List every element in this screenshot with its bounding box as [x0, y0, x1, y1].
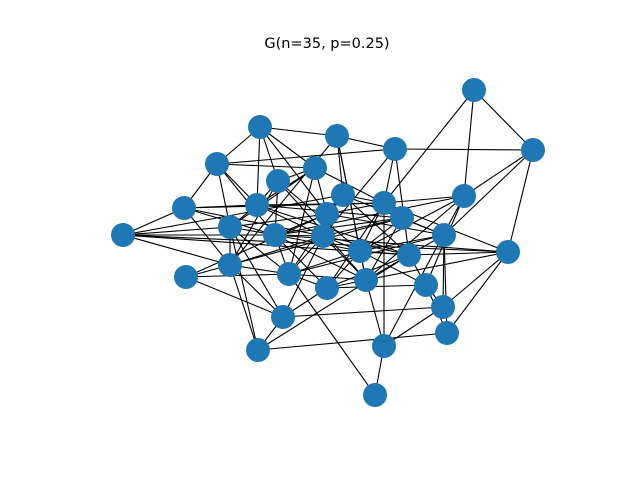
graph-node: [452, 184, 476, 208]
graph-edge: [288, 167, 316, 275]
graph-node: [218, 253, 242, 277]
graph-node: [315, 276, 339, 300]
graph-node: [172, 196, 196, 220]
graph-node: [303, 156, 327, 180]
graph-node: [331, 183, 355, 207]
graph-node: [354, 268, 378, 292]
graph-node: [325, 124, 349, 148]
graph-node: [218, 215, 242, 239]
graph-edge: [259, 126, 338, 137]
graph-node: [432, 223, 456, 247]
graph-node: [383, 137, 407, 161]
graph-edge: [383, 89, 475, 204]
graph-edge: [183, 207, 231, 266]
graph-edge: [229, 226, 259, 351]
graph-edge: [359, 250, 427, 286]
graph-node: [462, 78, 486, 102]
graph-edge: [473, 89, 534, 151]
graph-node: [431, 295, 455, 319]
graph-node: [311, 224, 335, 248]
graph-edge: [185, 213, 328, 278]
graph-edge: [257, 332, 448, 351]
graph-node: [271, 305, 295, 329]
graph-edge: [229, 167, 316, 228]
graph-nodes: [111, 78, 545, 407]
graph-edge: [408, 251, 509, 256]
graph-node: [205, 152, 229, 176]
graph-edge: [185, 276, 284, 318]
graph-edge: [257, 254, 410, 351]
graph-edge: [288, 273, 376, 396]
graph-edge: [365, 251, 509, 281]
graph-node: [372, 334, 396, 358]
graph-node: [245, 193, 269, 217]
graph-edge: [185, 273, 290, 278]
graph-edge: [229, 180, 279, 266]
graph-edge: [383, 195, 465, 204]
graph-edge: [229, 213, 328, 228]
graph-node: [390, 206, 414, 230]
graph-edge: [463, 89, 475, 197]
graph-edge: [216, 148, 396, 165]
graph-edge: [282, 235, 324, 318]
graph-edge: [442, 251, 509, 308]
graph-node: [348, 239, 372, 263]
graph-edge: [282, 306, 444, 318]
graph-edge: [383, 195, 465, 347]
graph-edge: [216, 163, 316, 169]
graph-node: [414, 273, 438, 297]
graph-edge: [122, 194, 344, 236]
graph-node: [246, 338, 270, 362]
graph-edge: [122, 234, 231, 266]
graph-edge: [274, 195, 465, 236]
graph-node: [496, 240, 520, 264]
graph-node: [435, 321, 459, 345]
graph-node: [315, 202, 339, 226]
graph-node: [372, 191, 396, 215]
graph-edge: [394, 148, 410, 256]
graph-edge: [122, 226, 231, 236]
graph-edge: [446, 251, 509, 334]
graph-edge: [274, 234, 328, 289]
graph-edge: [394, 148, 534, 151]
graph-node: [363, 383, 387, 407]
graph-edge: [326, 213, 445, 236]
graph-edge: [322, 217, 403, 237]
graph-edge: [274, 217, 403, 236]
graph-edge: [229, 226, 290, 275]
graph-edge: [326, 284, 427, 289]
graph-node: [521, 138, 545, 162]
graph-node: [174, 265, 198, 289]
graph-node: [397, 243, 421, 267]
figure-title: G(n=35, p=0.25): [264, 36, 389, 52]
graph-edge: [274, 234, 367, 281]
graph-edge: [288, 250, 361, 275]
graph-edge: [359, 234, 445, 252]
graph-edge: [463, 149, 534, 197]
graph-node: [266, 169, 290, 193]
graph-node: [111, 223, 135, 247]
graph-edge: [216, 163, 276, 236]
graph-node: [263, 223, 287, 247]
graph-edge: [443, 149, 534, 236]
graph-node: [277, 262, 301, 286]
graph-edge: [507, 149, 534, 253]
graph-node: [248, 115, 272, 139]
graph-edge: [256, 204, 324, 237]
graph-edge: [229, 264, 284, 318]
graph-edge: [229, 235, 324, 266]
graph-edge: [229, 264, 259, 351]
graph-edge: [229, 226, 284, 318]
